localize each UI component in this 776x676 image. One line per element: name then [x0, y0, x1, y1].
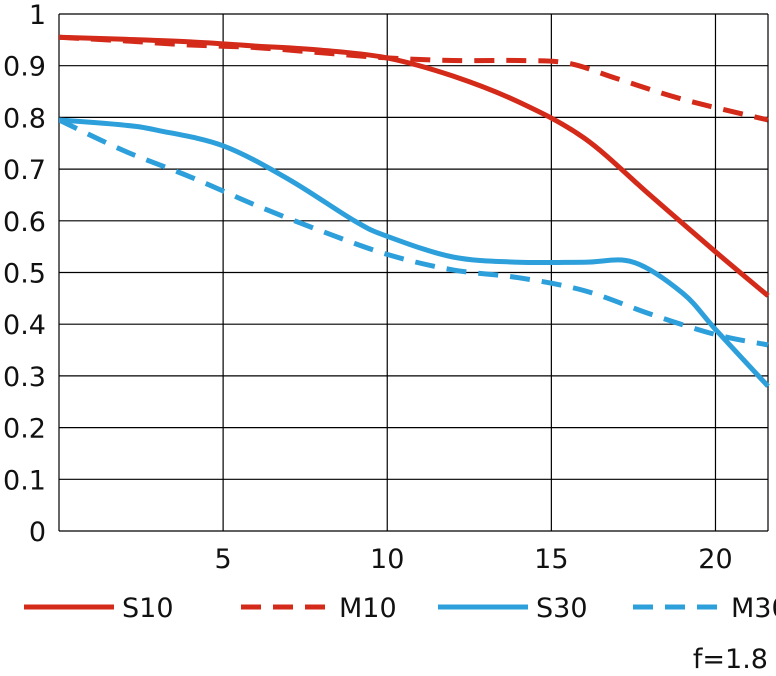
legend-label-s30: S30: [536, 593, 588, 624]
series-line-s10: [59, 34, 770, 298]
series-line-s30: [59, 117, 770, 388]
y-tick-label: 1: [29, 0, 46, 31]
y-tick-label: 0.9: [3, 52, 46, 83]
series-line-m10: [59, 34, 769, 123]
legend-label-s10: S10: [122, 593, 174, 624]
x-tick-label: 20: [698, 544, 732, 575]
y-tick-label: 0.4: [3, 310, 46, 341]
y-tick-label: 0.5: [3, 259, 46, 290]
x-tick-label: 10: [370, 544, 404, 575]
grid: [58, 13, 769, 532]
series-layer: [59, 34, 770, 388]
y-tick-label: 0.1: [3, 465, 46, 496]
series-line-m30: [59, 117, 769, 348]
x-tick-label: 5: [215, 544, 232, 575]
y-tick-label: 0.3: [3, 362, 46, 393]
legend-label-m10: M10: [339, 593, 397, 624]
y-tick-label: 0.6: [3, 207, 46, 238]
y-tick-label: 0.7: [3, 155, 46, 186]
y-tick-label: 0.2: [3, 414, 46, 445]
tick-labels: 00.10.20.30.40.50.60.70.80.915 10 15 20: [3, 0, 733, 575]
x-tick-label: 15: [534, 544, 568, 575]
y-tick-label: 0.8: [3, 103, 46, 134]
y-tick-label: 0: [29, 517, 46, 548]
legend-label-m30: M30: [731, 593, 776, 624]
legend: S10 M10 S30 M30: [24, 593, 776, 624]
aperture-annotation: f=1.8: [693, 644, 768, 675]
